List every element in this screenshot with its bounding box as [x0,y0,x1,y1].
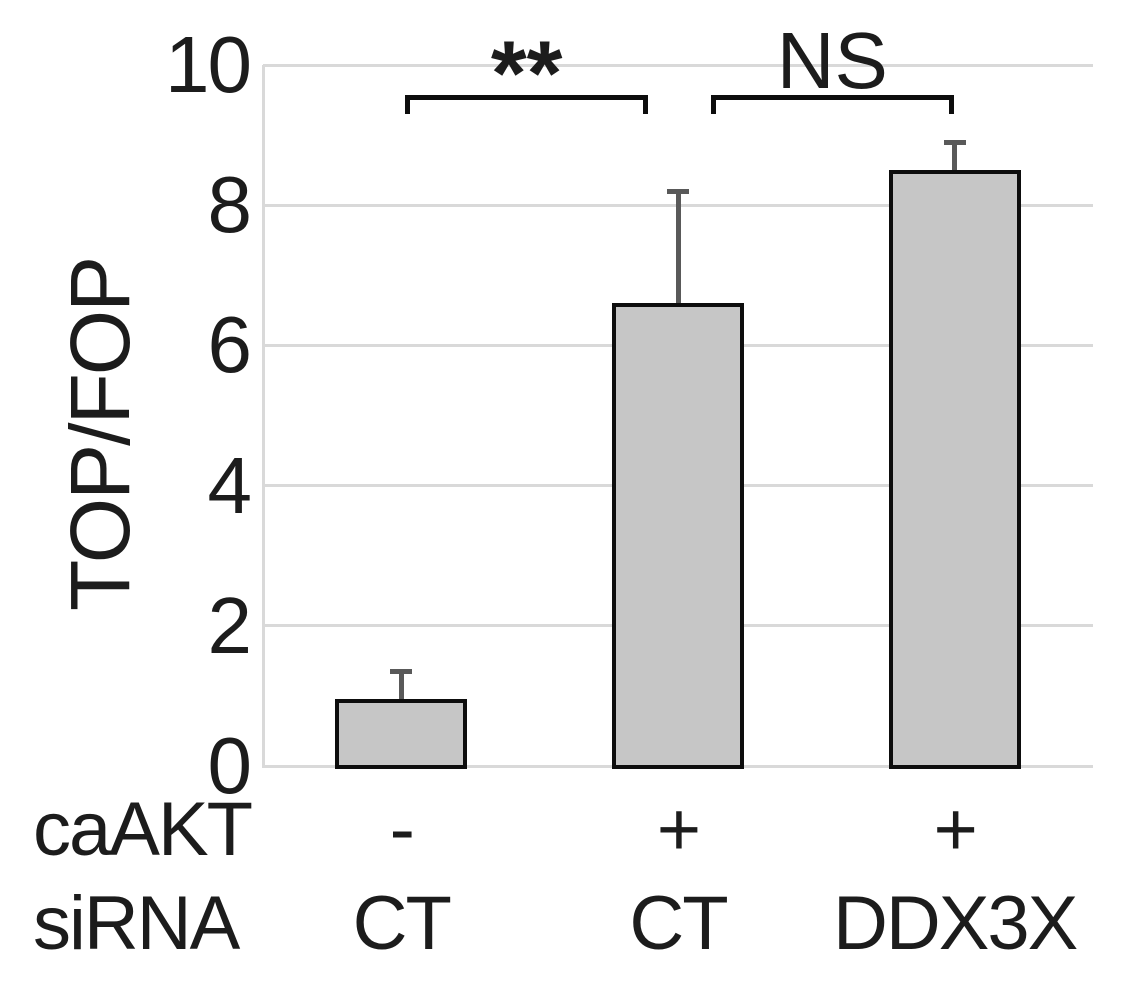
x-annotation-row-label: caAKT [33,787,253,872]
bar [612,303,744,769]
error-bar-line [675,191,681,304]
sig-bracket-tick [948,95,954,114]
x-annotation-value: DDX3X [832,881,1078,966]
y-tick-label: 10 [165,20,252,109]
y-tick-label: 4 [207,440,253,530]
x-annotation-value: + [656,787,701,872]
error-bar-cap [390,669,413,675]
bar [335,699,468,769]
y-tick-label: 8 [207,160,253,250]
significance-label-ns: NS [776,16,888,105]
sig-bracket-tick [643,95,648,114]
y-tick-label: 2 [207,580,253,670]
x-annotation-value: - [389,787,415,872]
x-annotation-value: + [933,787,977,872]
sig-bracket [711,95,954,100]
sig-bracket [405,95,648,100]
x-annotation-row-label: siRNA [33,881,240,966]
error-bar-line [952,142,958,171]
error-bar-cap [667,189,689,195]
sig-bracket-tick [405,95,411,114]
error-bar-cap [943,140,966,146]
y-axis-line [262,65,265,768]
bar [888,170,1021,769]
x-annotation-value: CT [629,881,728,966]
x-annotation-value: CT [352,881,452,966]
y-tick-label: 6 [207,300,253,390]
significance-label-stars: ** [490,23,563,125]
sig-bracket-tick [711,95,716,114]
error-bar-line [398,671,404,700]
gridline [263,63,1093,67]
y-tick-label: 0 [207,721,253,810]
